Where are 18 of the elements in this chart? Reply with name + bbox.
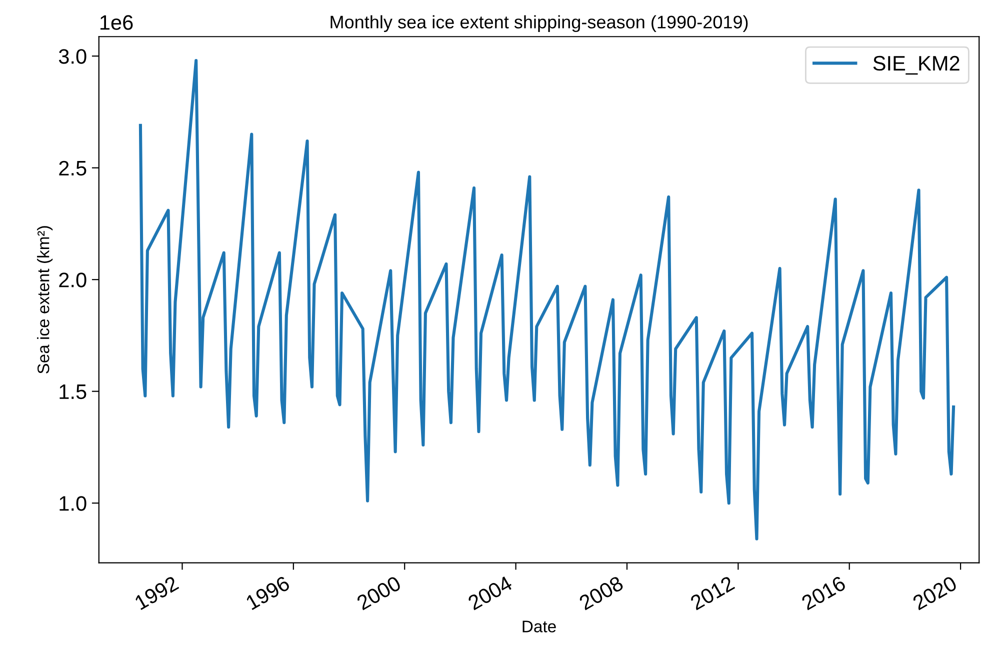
y-tick-label: 1.5	[60, 384, 86, 400]
x-tick-label: 2016	[800, 576, 847, 610]
x-tick-label: 2004	[467, 575, 514, 610]
y-axis-title: Sea ice extent (km²)	[37, 226, 53, 374]
x-tick-label: 2012	[690, 576, 736, 610]
x-tick-label: 2008	[578, 576, 624, 610]
x-axis-title: Date	[522, 620, 556, 632]
y-tick-label: 3.0	[58, 49, 86, 64]
x-tick-label: 1996	[245, 576, 291, 610]
y-tick-label: 2.5	[59, 160, 86, 176]
y-tick-label: 2.0	[59, 272, 86, 288]
y-tick-label: 1.0	[60, 496, 86, 511]
x-tick-label: 2000	[356, 575, 402, 610]
chart-title: Monthly sea ice extent shipping-season (1990-2019)	[330, 15, 748, 32]
x-tick-label: 2020	[912, 575, 958, 610]
x-tick-label: 1992	[134, 576, 180, 610]
legend-label: SIE_KM2	[873, 56, 960, 75]
text: 1e6	[100, 15, 133, 30]
